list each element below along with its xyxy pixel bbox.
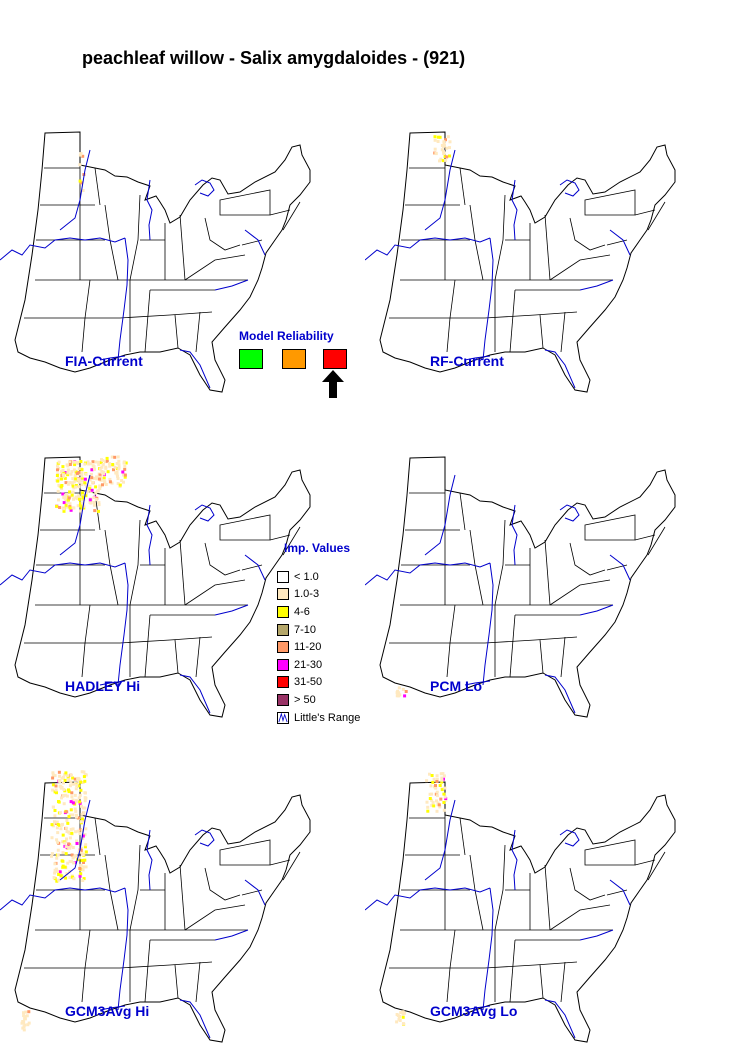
- legend-swatch: [277, 570, 289, 583]
- map-fia-current: [0, 90, 360, 400]
- habitat-layer: [433, 135, 452, 163]
- legend: < 1.0 1.0-3 4-6 7-10 11-20 21-30 31-50 >…: [277, 568, 360, 726]
- map-label: PCM Lo: [430, 678, 483, 694]
- map-label: GCM3Avg Hi: [65, 1003, 150, 1019]
- legend-item: 4-6: [277, 603, 360, 621]
- littles-range-icon: [277, 711, 289, 724]
- habitat-layer: [55, 455, 128, 513]
- map-hadley-hi: [0, 415, 360, 725]
- map-label: HADLEY Hi: [65, 678, 141, 694]
- legend-item: 31-50: [277, 674, 360, 692]
- legend-swatch: [277, 693, 289, 706]
- legend-item-range: Little's Range: [277, 709, 360, 727]
- map-svg: [0, 455, 311, 718]
- habitat-layer: [395, 772, 448, 1026]
- reliability-box-high: [239, 349, 263, 369]
- selected-arrow-icon: [322, 370, 344, 398]
- map-rf-current: [365, 90, 725, 400]
- legend-item: 1.0-3: [277, 586, 360, 604]
- habitat-layer: [395, 686, 408, 698]
- legend-item: 11-20: [277, 638, 360, 656]
- map-svg: [365, 456, 676, 718]
- page-title: peachleaf willow - Salix amygdaloides - …: [82, 48, 466, 68]
- legend-swatch: [277, 676, 289, 689]
- map-svg: [0, 770, 311, 1043]
- legend-swatch: [277, 623, 289, 636]
- legend-swatch: [277, 588, 289, 601]
- map-gcm3avg-hi: [0, 740, 360, 1050]
- legend-title: Imp. Values: [284, 541, 351, 555]
- reliability-box-low: [323, 349, 347, 369]
- legend-swatch: [277, 658, 289, 671]
- legend-item: > 50: [277, 691, 360, 709]
- reliability-box-medium: [282, 349, 306, 369]
- legend-item: 21-30: [277, 656, 360, 674]
- legend-item: < 1.0: [277, 568, 360, 586]
- legend-swatch: [277, 641, 289, 654]
- map-label: GCM3Avg Lo: [430, 1003, 518, 1019]
- map-label: FIA-Current: [65, 353, 143, 369]
- map-svg: [0, 131, 311, 393]
- habitat-layer: [20, 770, 88, 1032]
- legend-item: 7-10: [277, 621, 360, 639]
- map-pcm-lo: [365, 415, 725, 725]
- map-gcm3avg-lo: [365, 740, 725, 1050]
- legend-swatch: [277, 605, 289, 618]
- map-svg: [365, 131, 676, 393]
- map-label: RF-Current: [430, 353, 504, 369]
- map-svg: [365, 772, 676, 1043]
- model-reliability-title: Model Reliability: [239, 329, 334, 343]
